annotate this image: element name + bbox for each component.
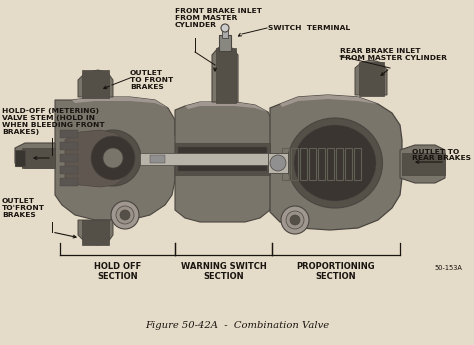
Bar: [216, 48, 236, 103]
Polygon shape: [355, 60, 387, 95]
Circle shape: [85, 130, 141, 186]
Circle shape: [103, 148, 123, 168]
Bar: [178, 147, 267, 171]
Circle shape: [290, 215, 300, 225]
Circle shape: [116, 206, 134, 224]
Bar: [20, 20, 460, 250]
Circle shape: [281, 206, 309, 234]
Bar: [175, 143, 270, 175]
Polygon shape: [280, 95, 378, 107]
Polygon shape: [72, 97, 168, 108]
Bar: [60, 154, 78, 162]
Text: HOLD-OFF (METERING)
VALVE STEM (HOLD IN
WHEN BLEEDING FRONT
BRAKES): HOLD-OFF (METERING) VALVE STEM (HOLD IN …: [2, 108, 105, 135]
Text: OUTLET
TO'FRONT
BRAKES: OUTLET TO'FRONT BRAKES: [2, 198, 45, 218]
Text: OUTLET
TO FRONT
BRAKES: OUTLET TO FRONT BRAKES: [130, 70, 173, 90]
Bar: [82, 220, 109, 245]
Polygon shape: [78, 70, 113, 97]
Bar: [354, 148, 361, 180]
Bar: [291, 148, 298, 180]
Polygon shape: [400, 145, 445, 183]
Bar: [60, 166, 78, 174]
Circle shape: [91, 136, 135, 180]
Polygon shape: [15, 143, 55, 168]
Circle shape: [120, 210, 130, 220]
Bar: [22, 148, 55, 168]
Bar: [282, 148, 289, 180]
Text: WARNING SWITCH
SECTION: WARNING SWITCH SECTION: [181, 262, 267, 282]
Circle shape: [221, 24, 229, 32]
Bar: [60, 142, 78, 150]
Bar: [336, 148, 343, 180]
Polygon shape: [185, 102, 268, 112]
Text: PROPORTIONING
SECTION: PROPORTIONING SECTION: [297, 262, 375, 282]
Ellipse shape: [294, 125, 376, 201]
Bar: [60, 178, 78, 186]
Bar: [345, 148, 352, 180]
Bar: [140, 153, 270, 165]
Bar: [309, 148, 316, 180]
Bar: [268, 153, 288, 173]
Polygon shape: [175, 102, 272, 222]
Bar: [82, 70, 109, 98]
Circle shape: [111, 201, 139, 229]
Bar: [150, 155, 165, 163]
Bar: [60, 130, 78, 138]
Polygon shape: [270, 95, 402, 230]
Ellipse shape: [270, 155, 286, 171]
Text: HOLD OFF
SECTION: HOLD OFF SECTION: [94, 262, 142, 282]
Bar: [402, 153, 445, 175]
Text: 50-153A: 50-153A: [434, 265, 462, 271]
Bar: [318, 148, 325, 180]
Polygon shape: [55, 97, 180, 220]
Text: OUTLET TO
REAR BRAKES: OUTLET TO REAR BRAKES: [412, 148, 471, 161]
Polygon shape: [78, 220, 113, 245]
Bar: [327, 148, 334, 180]
Text: FRONT BRAKE INLET
FROM MASTER
CYLINDER: FRONT BRAKE INLET FROM MASTER CYLINDER: [175, 8, 262, 28]
Text: SWITCH  TERMINAL: SWITCH TERMINAL: [268, 25, 350, 31]
Text: Figure 50-42A  -  Combination Valve: Figure 50-42A - Combination Valve: [145, 321, 329, 330]
Polygon shape: [212, 45, 238, 102]
Ellipse shape: [288, 118, 383, 208]
Bar: [15, 150, 25, 166]
Bar: [359, 62, 384, 96]
Circle shape: [286, 211, 304, 229]
Bar: [300, 148, 307, 180]
Bar: [219, 35, 231, 51]
Polygon shape: [65, 130, 130, 187]
Text: REAR BRAKE INLET
FROM MASTER CYLINDER: REAR BRAKE INLET FROM MASTER CYLINDER: [340, 48, 447, 61]
Bar: [222, 28, 228, 38]
